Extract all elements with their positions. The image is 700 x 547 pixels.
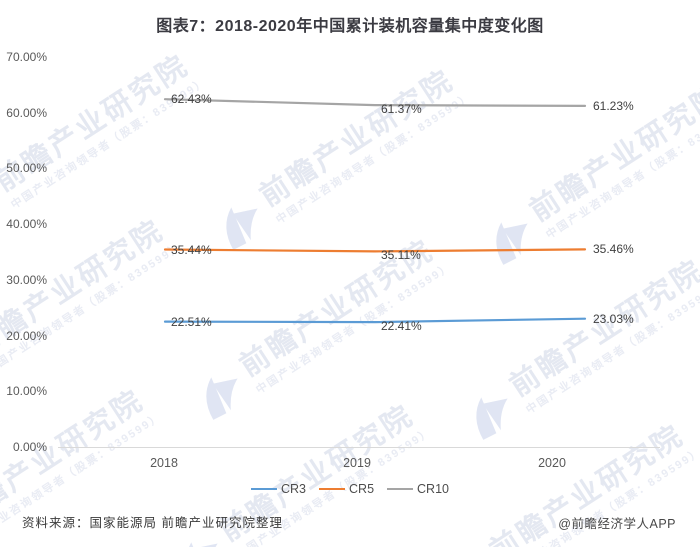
series-line-CR5 xyxy=(163,248,587,253)
data-label-CR3: 22.51% xyxy=(171,314,212,329)
x-axis-tick-label: 2020 xyxy=(538,456,566,470)
data-label-CR10: 61.37% xyxy=(381,102,422,117)
x-axis-line xyxy=(58,447,660,448)
legend-item-CR10: CR10 xyxy=(387,482,449,496)
legend-line-swatch-icon xyxy=(387,488,414,490)
data-label-CR3: 22.41% xyxy=(381,319,422,334)
y-axis-tick-label: 60.00% xyxy=(6,105,47,120)
y-axis-tick-label: 10.00% xyxy=(6,384,47,399)
y-axis-tick-label: 0.00% xyxy=(12,440,47,454)
source-note: 资料来源：国家能源局 前瞻产业研究院整理 xyxy=(22,516,283,530)
chart-title: 图表7：2018-2020年中国累计装机容量集中度变化图 xyxy=(156,18,544,35)
legend-item-CR5: CR5 xyxy=(319,482,374,496)
data-label-CR10: 62.43% xyxy=(171,92,212,107)
y-axis-tick-label: 20.00% xyxy=(6,328,47,343)
x-axis-tick-label: 2018 xyxy=(150,456,178,470)
legend: CR3 CR5 CR10 xyxy=(0,482,700,496)
data-label-CR5: 35.11% xyxy=(381,248,421,263)
series-line-CR3 xyxy=(163,317,587,324)
legend-item-CR3: CR3 xyxy=(251,482,306,496)
y-axis-tick-label: 30.00% xyxy=(6,272,47,287)
legend-label: CR3 xyxy=(281,482,307,496)
data-label-CR10: 61.23% xyxy=(593,98,634,113)
y-axis-tick-label: 70.00% xyxy=(6,50,47,64)
legend-line-swatch-icon xyxy=(251,488,277,490)
app-credit: @前瞻经济学人APP xyxy=(558,517,676,531)
legend-line-swatch-icon xyxy=(319,488,346,490)
legend-label: CR10 xyxy=(417,482,449,496)
x-axis-tick-label: 2019 xyxy=(343,456,371,470)
data-label-CR5: 35.46% xyxy=(593,242,634,257)
y-axis-tick-label: 50.00% xyxy=(6,161,47,176)
data-label-CR3: 23.03% xyxy=(593,311,634,326)
y-axis-tick-label: 40.00% xyxy=(6,217,47,232)
series-line-CR10 xyxy=(163,98,587,108)
legend-label: CR5 xyxy=(349,482,375,496)
data-label-CR5: 35.44% xyxy=(171,242,212,257)
